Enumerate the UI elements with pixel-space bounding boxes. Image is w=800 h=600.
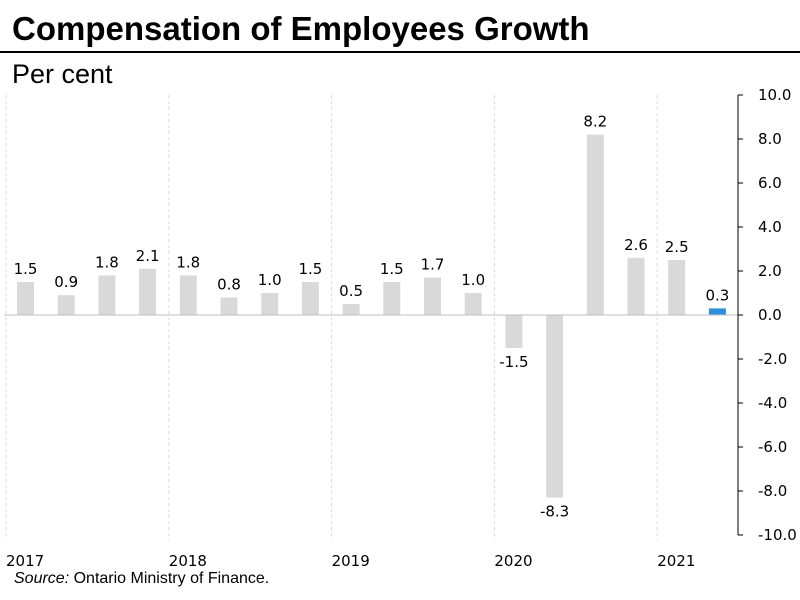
bar	[17, 282, 34, 315]
bar	[383, 282, 401, 315]
chart-subtitle: Per cent	[12, 59, 113, 89]
bar-value-label: -1.5	[499, 353, 528, 371]
y-tick-label: -10.0	[758, 526, 797, 544]
title-divider	[0, 51, 800, 53]
y-tick-label: -4.0	[758, 394, 787, 412]
source-text: Ontario Ministry of Finance.	[73, 570, 270, 587]
bar-value-label: 0.3	[705, 286, 729, 304]
bar	[464, 293, 482, 315]
bar	[546, 315, 564, 498]
bar-value-label: 2.1	[136, 247, 160, 265]
bar-value-label: 2.5	[665, 238, 689, 256]
bar	[301, 282, 319, 315]
bar-value-label: 1.7	[421, 256, 445, 274]
source-note: Source: Ontario Ministry of Finance.	[14, 570, 269, 588]
bar	[220, 297, 238, 315]
bar-value-label: 8.2	[583, 113, 607, 131]
year-tick-label: 2021	[657, 552, 695, 570]
x-axis: 2017 2018 2019 2020 2021	[4, 314, 738, 570]
y-tick-label: 6.0	[758, 174, 782, 192]
y-tick-label: 2.0	[758, 262, 782, 280]
year-tick-label: 2019	[332, 552, 370, 570]
y-tick-label: -6.0	[758, 438, 787, 456]
bar	[261, 293, 279, 315]
y-tick-label: 4.0	[758, 218, 782, 236]
source-label: Source:	[14, 570, 70, 587]
bar	[179, 275, 197, 315]
bar	[586, 134, 604, 315]
bar	[424, 277, 441, 315]
bar-value-label: 2.6	[624, 236, 648, 254]
bar	[342, 304, 360, 315]
bar	[668, 260, 686, 315]
bar-value-label: 1.5	[14, 260, 38, 278]
data-labels-group: 1.5 0.9 1.8 2.1 1.8 0.8 1.0 1.5 0.5 1.5 1.7 1.0 -1.5…	[14, 113, 730, 521]
bar-value-label: 1.0	[461, 271, 485, 289]
year-gridlines	[5, 95, 658, 540]
bar-value-label: 1.5	[298, 260, 322, 278]
y-axis: 10.0 8.0 6.0 4.0 2.0 0.0 -2.0 -4.0 -6.0 -8.0 -10.0	[737, 86, 797, 544]
year-tick-label: 2017	[6, 552, 44, 570]
y-tick-label: 8.0	[758, 130, 782, 148]
bar-value-label: 1.0	[258, 271, 282, 289]
bar-value-label: 0.5	[339, 282, 363, 300]
bar	[57, 295, 75, 315]
bar	[627, 257, 645, 315]
bar-value-label: 1.8	[95, 253, 119, 271]
y-tick-label: 0.0	[758, 306, 782, 324]
bar	[505, 315, 523, 348]
year-tick-label: 2018	[169, 552, 207, 570]
y-tick-label: -8.0	[758, 482, 787, 500]
bar	[708, 308, 726, 315]
bar-value-label: 1.8	[176, 253, 200, 271]
chart-title: Compensation of Employees Growth	[12, 10, 590, 47]
bar	[98, 275, 116, 315]
bars-group	[17, 134, 726, 498]
year-tick-label: 2020	[494, 552, 532, 570]
bar-value-label: -8.3	[540, 503, 569, 521]
bar	[139, 268, 157, 315]
bar-value-label: 0.9	[54, 273, 78, 291]
y-tick-label: 10.0	[758, 86, 791, 104]
bar-value-label: 0.8	[217, 275, 241, 293]
y-tick-label: -2.0	[758, 350, 787, 368]
bar-value-label: 1.5	[380, 260, 404, 278]
